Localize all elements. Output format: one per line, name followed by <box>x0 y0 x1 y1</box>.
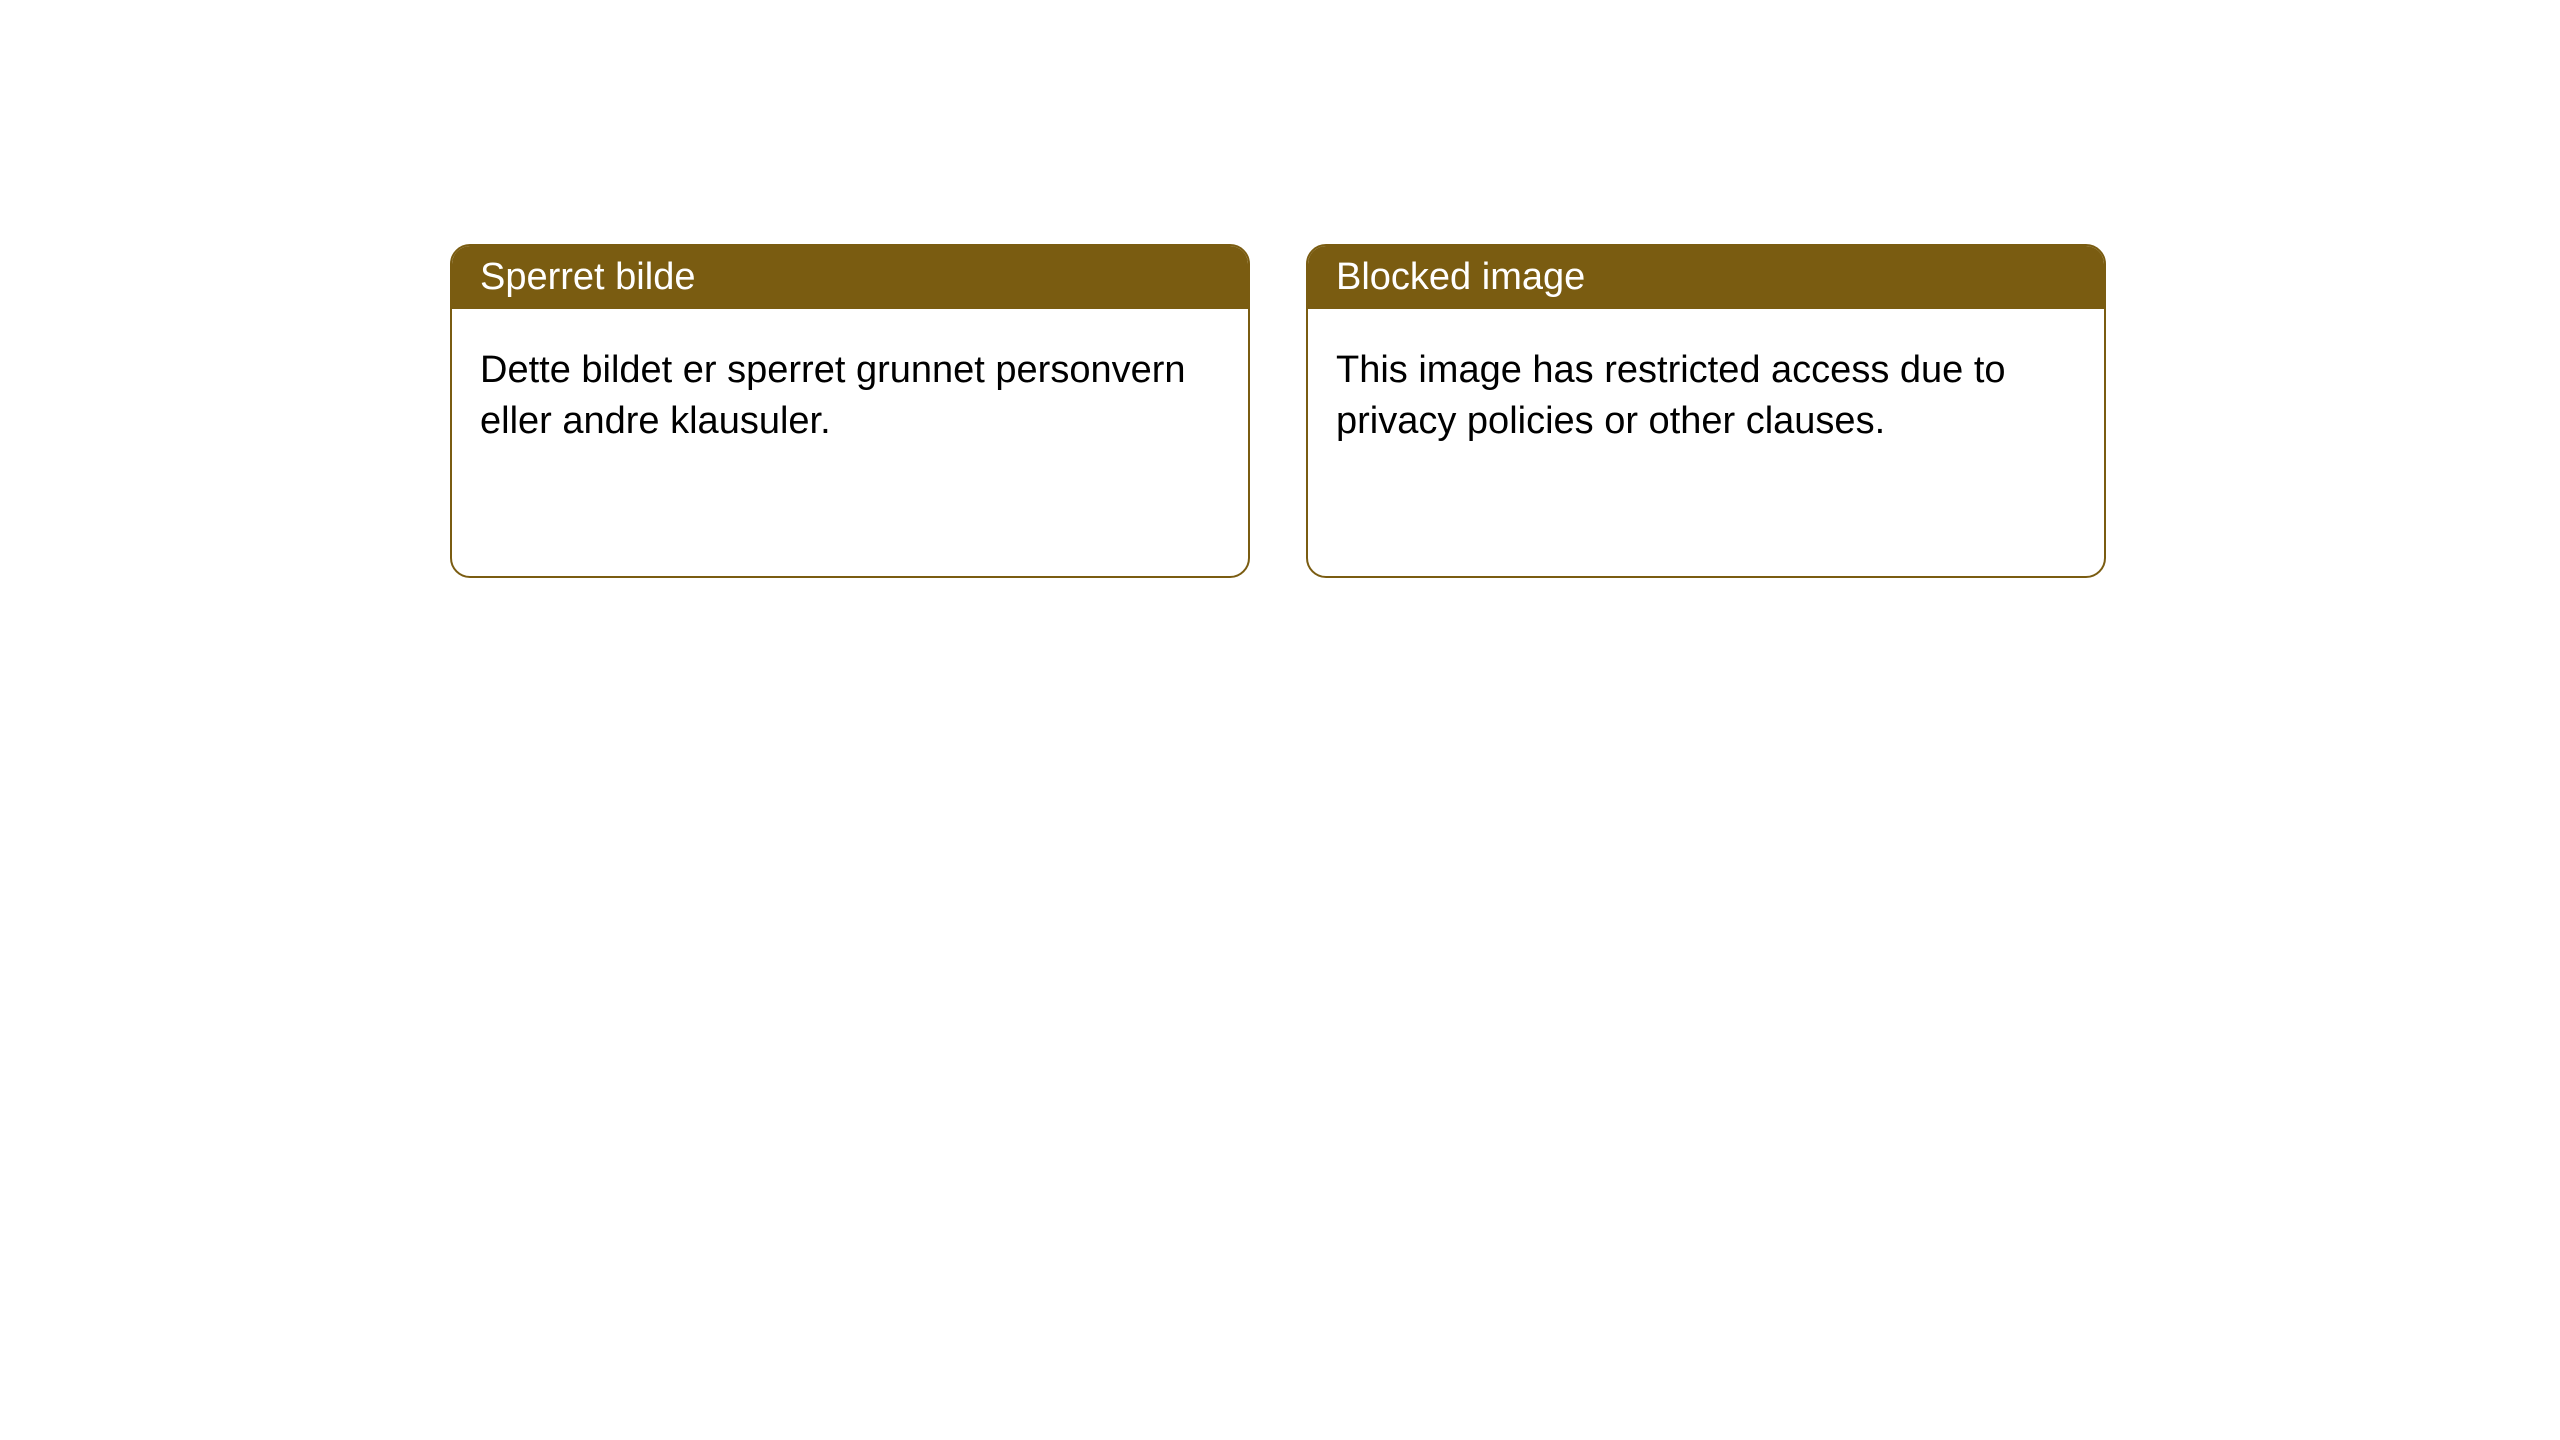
notice-header: Sperret bilde <box>452 246 1248 309</box>
notice-body-text: Dette bildet er sperret grunnet personve… <box>480 349 1186 442</box>
notice-body: This image has restricted access due to … <box>1308 309 2104 484</box>
notice-container: Sperret bilde Dette bildet er sperret gr… <box>0 0 2560 578</box>
notice-body: Dette bildet er sperret grunnet personve… <box>452 309 1248 484</box>
notice-title: Sperret bilde <box>480 256 695 298</box>
notice-card-english: Blocked image This image has restricted … <box>1306 244 2106 578</box>
notice-card-norwegian: Sperret bilde Dette bildet er sperret gr… <box>450 244 1250 578</box>
notice-title: Blocked image <box>1336 256 1585 298</box>
notice-header: Blocked image <box>1308 246 2104 309</box>
notice-body-text: This image has restricted access due to … <box>1336 349 2006 442</box>
